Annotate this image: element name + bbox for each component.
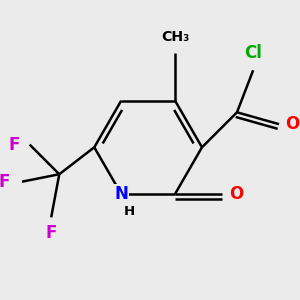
Text: Cl: Cl: [244, 44, 262, 62]
Text: O: O: [229, 185, 243, 203]
Text: O: O: [285, 115, 300, 133]
Text: F: F: [46, 224, 57, 242]
Text: H: H: [124, 205, 135, 218]
Text: N: N: [114, 185, 128, 203]
Text: CH₃: CH₃: [161, 30, 189, 44]
Text: F: F: [9, 136, 20, 154]
Text: F: F: [0, 173, 10, 191]
